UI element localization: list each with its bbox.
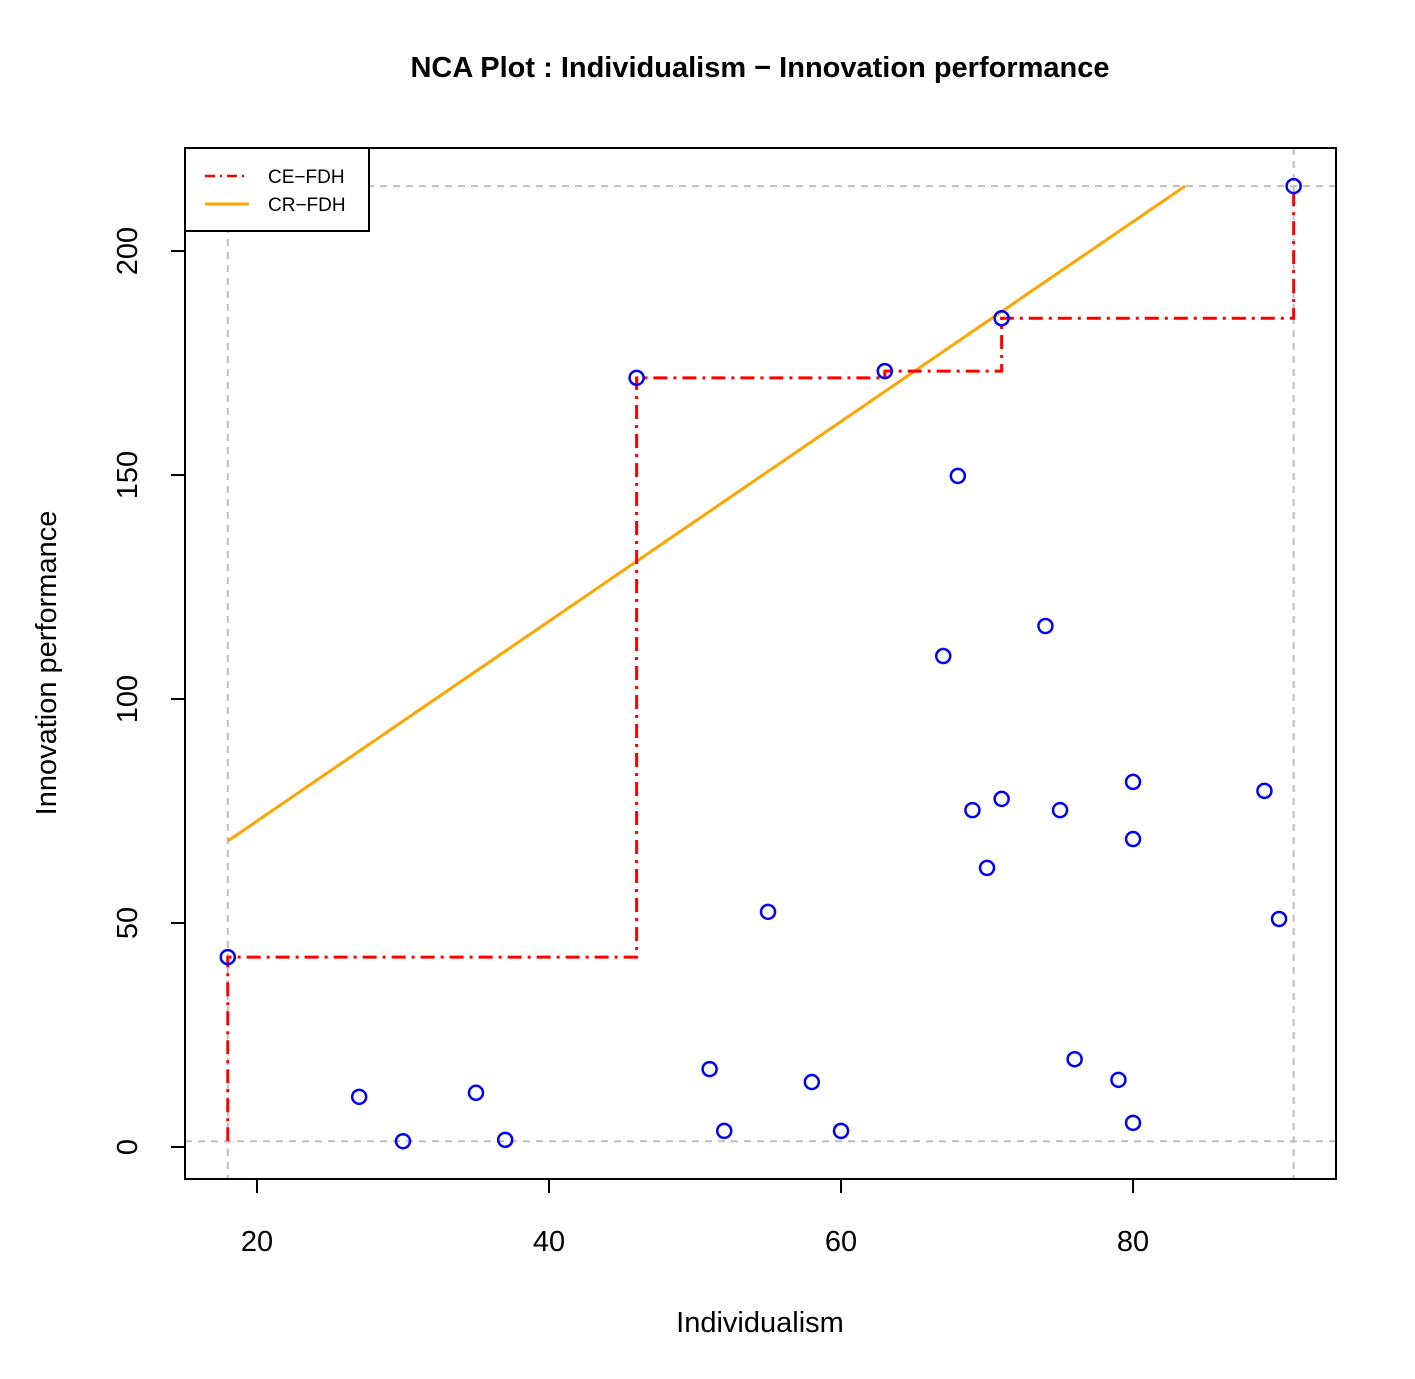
cr-fdh-line [226,184,1186,843]
data-point [350,1088,368,1106]
y-tick-label: 0 [112,1139,144,1155]
plot-frame [184,147,1337,1180]
data-points [219,177,1302,1150]
ceiling-lines [226,184,1296,1142]
legend: CE−FDH CR−FDH [184,147,370,232]
x-tick-label: 60 [825,1226,857,1258]
data-point [496,1131,514,1149]
y-tick-label: 150 [112,451,144,499]
ce-fdh-line [226,186,1296,1142]
data-point [993,309,1010,327]
data-point [949,467,967,485]
data-point [832,1122,850,1140]
data-point [1124,1114,1142,1132]
x-axis-label: Individualism [676,1307,844,1339]
x-tick-label: 40 [533,1226,565,1258]
data-point [1124,773,1142,791]
y-tick-label: 100 [112,675,144,723]
chart-title: NCA Plot : Individualism − Innovation pe… [410,52,1109,84]
x-tick-label: 80 [1117,1226,1149,1258]
data-point [993,790,1010,808]
data-point [467,1084,485,1102]
data-point [219,948,237,966]
legend-ce-fdh-label: CE−FDH [268,167,345,188]
reference-lines [185,148,1336,1179]
data-point [1124,830,1142,848]
x-tick-label: 20 [241,1226,273,1258]
data-point [1285,177,1302,195]
legend-cr-fdh-label: CR−FDH [268,195,346,216]
data-point [759,903,777,921]
data-point [978,859,996,877]
data-point [964,801,981,819]
data-point [715,1122,733,1140]
data-point [701,1060,718,1078]
data-point [1256,782,1273,800]
data-point [1110,1071,1127,1089]
data-point [1037,617,1054,635]
data-point [1270,910,1288,928]
data-point [934,647,952,665]
data-point [1066,1050,1083,1068]
data-point [1051,801,1069,819]
data-point [803,1073,821,1091]
data-point [628,369,645,387]
y-tick-label: 200 [112,227,144,275]
legend-box [184,147,370,232]
y-tick-label: 50 [112,907,144,939]
data-point [394,1132,412,1150]
y-axis-label: Innovation performance [31,511,63,816]
data-point [876,362,894,380]
